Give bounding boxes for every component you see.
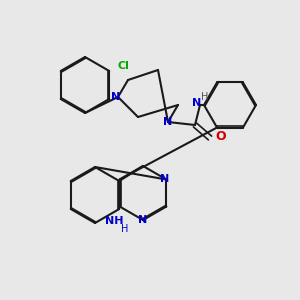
Text: N: N [111,92,121,102]
Text: N: N [138,215,148,225]
Text: H: H [121,224,128,233]
Text: N: N [192,98,202,108]
Text: N: N [164,117,172,127]
Text: H: H [201,92,209,102]
Text: O: O [215,130,226,142]
Text: Cl: Cl [117,61,129,71]
Text: N: N [160,173,169,184]
Text: NH: NH [105,215,124,226]
